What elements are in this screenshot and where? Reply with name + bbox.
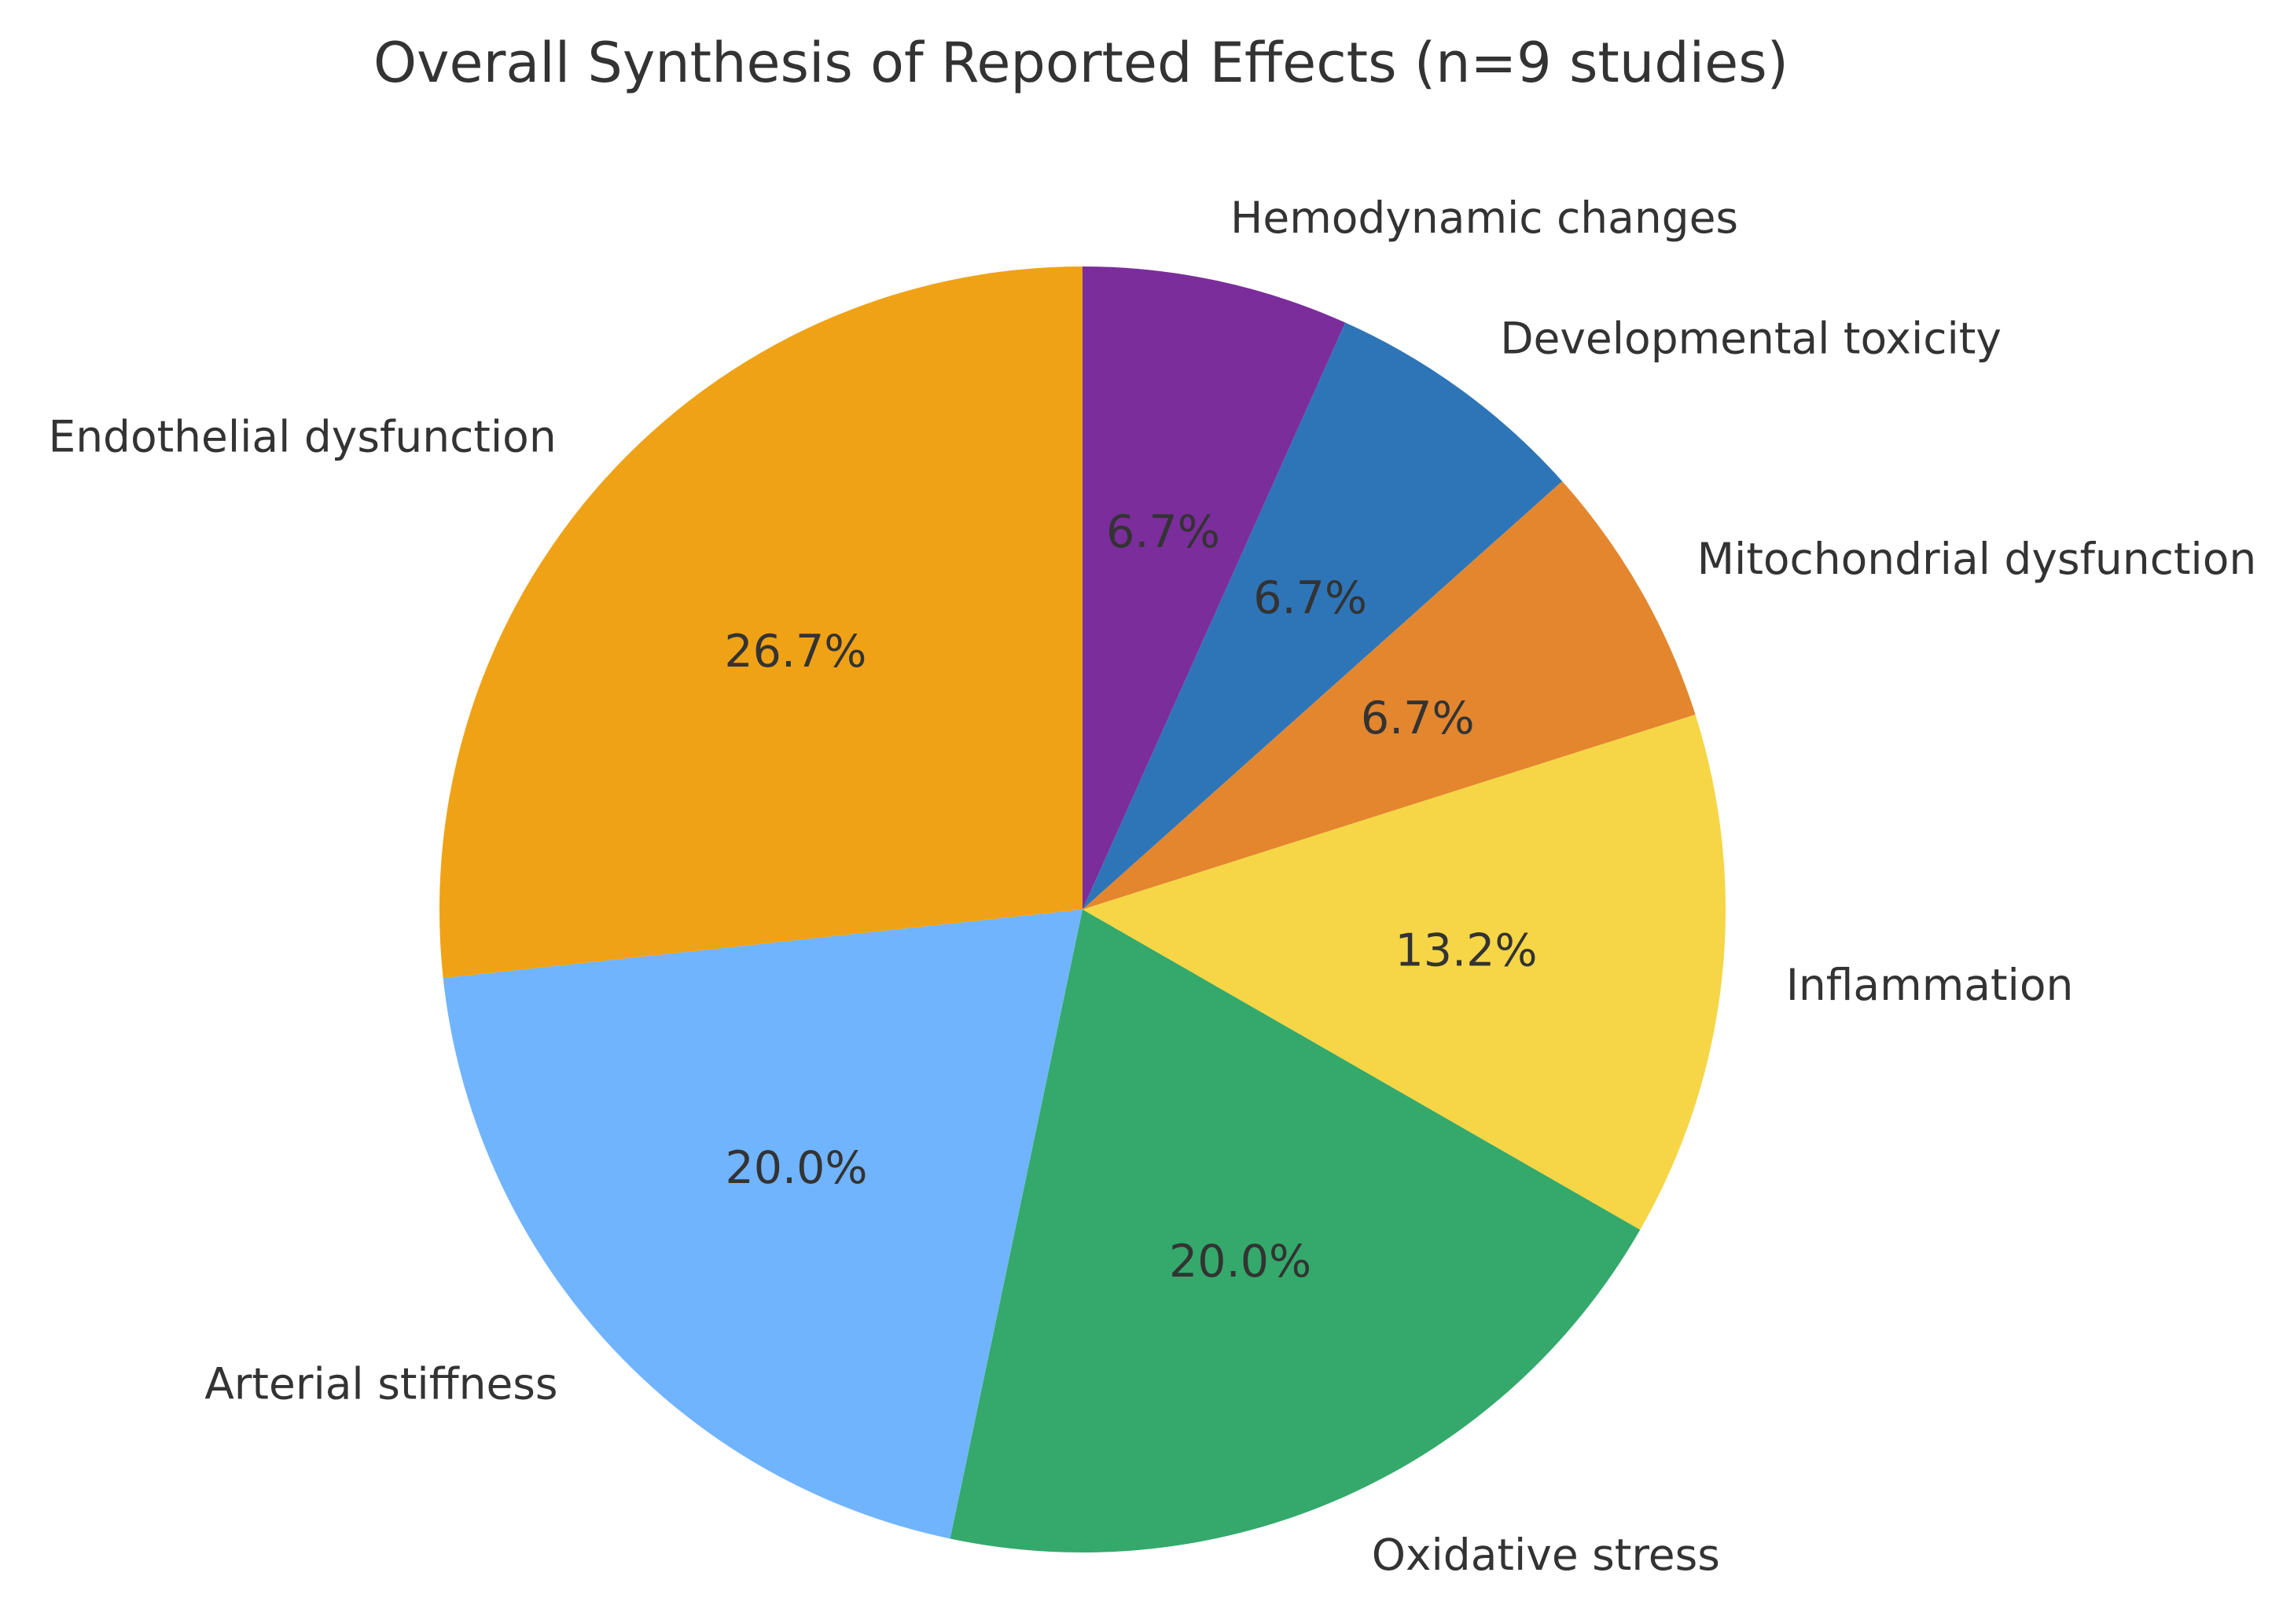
slice-category-label: Developmental toxicity — [1500, 314, 2002, 364]
pie-slice — [1083, 266, 1346, 909]
pie-slice — [1083, 481, 1696, 909]
slice-percentage-label: 6.7% — [1253, 572, 1367, 624]
chart-title: Overall Synthesis of Reported Effects (n… — [373, 31, 1789, 95]
slice-category-label: Hemodynamic changes — [1230, 193, 1738, 243]
slice-category-label: Inflammation — [1786, 960, 2074, 1010]
pie-slice — [950, 909, 1641, 1553]
slice-percentage-label: 20.0% — [1169, 1236, 1311, 1288]
slice-category-label: Mitochondrial dysfunction — [1697, 534, 2257, 584]
slice-category-label: Arterial stiffness — [204, 1359, 557, 1409]
slice-category-label: Oxidative stress — [1372, 1530, 1720, 1580]
labels-group: 6.7% Hemodynamic changes 6.7% Developmental… — [48, 193, 2256, 1580]
slice-percentage-label: 26.7% — [724, 626, 866, 678]
pie-slice — [439, 266, 1083, 979]
slice-percentage-label: 6.7% — [1361, 693, 1475, 744]
slice-percentage-label: 6.7% — [1106, 506, 1220, 558]
slices-group — [439, 266, 1726, 1553]
slice-percentage-label: 13.2% — [1395, 924, 1537, 976]
pie-slice — [1083, 322, 1563, 909]
pie-slice — [443, 909, 1083, 1539]
pie-slice — [1083, 715, 1726, 1230]
slice-category-label: Endothelial dysfunction — [48, 412, 556, 462]
slice-percentage-label: 20.0% — [725, 1142, 867, 1194]
